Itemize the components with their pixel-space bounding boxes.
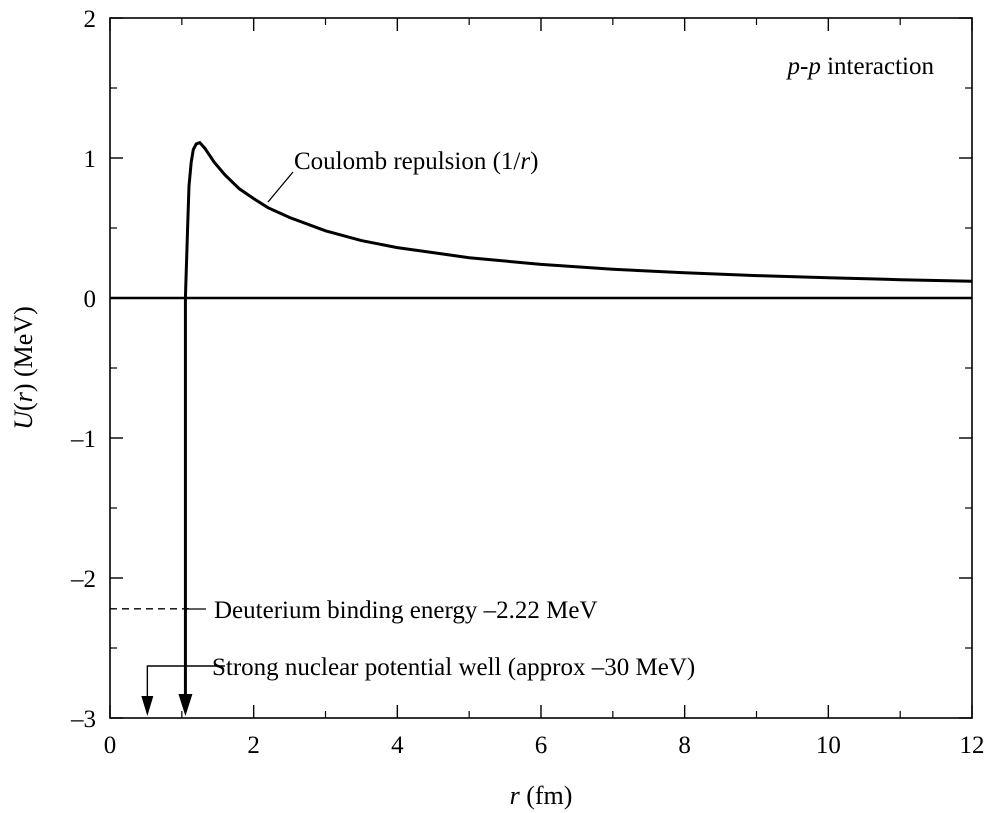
y-tick-label: 1 (84, 146, 97, 173)
axis-ticks (109, 17, 973, 719)
x-tick-label: 12 (960, 732, 985, 759)
strong-well-label: Strong nuclear potential well (approx –3… (212, 654, 695, 681)
deuterium-label: Deuterium binding energy –2.22 MeV (214, 597, 598, 624)
x-tick-label: 6 (535, 732, 548, 759)
y-tick-label: –3 (70, 706, 96, 733)
y-tick-label: 2 (84, 6, 97, 33)
y-tick-labels: –3 –2 –1 0 1 2 (70, 6, 96, 733)
x-tick-label: 2 (247, 732, 260, 759)
interaction-label: p-p interaction (786, 53, 935, 80)
well-leader-line (146, 665, 225, 704)
x-tick-labels: 0 2 4 6 8 10 12 (104, 732, 985, 759)
y-axis-label: U(r) (MeV) (9, 306, 38, 430)
well-arrows (141, 298, 225, 716)
y-tick-label: –2 (70, 566, 96, 593)
coulomb-curve (183, 140, 973, 299)
x-tick-label: 0 (104, 732, 117, 759)
x-axis-label: r (fm) (510, 781, 573, 810)
well-arrowhead (178, 694, 193, 716)
y-tick-label: –1 (70, 426, 96, 453)
x-tick-label: 4 (391, 732, 404, 759)
x-tick-label: 10 (816, 732, 841, 759)
coulomb-leader-line (267, 171, 294, 203)
y-tick-label: 0 (84, 286, 97, 313)
x-tick-label: 8 (678, 732, 691, 759)
coulomb-label: Coulomb repulsion (1/r) (294, 148, 538, 175)
well-leader-arrowhead (141, 696, 154, 716)
